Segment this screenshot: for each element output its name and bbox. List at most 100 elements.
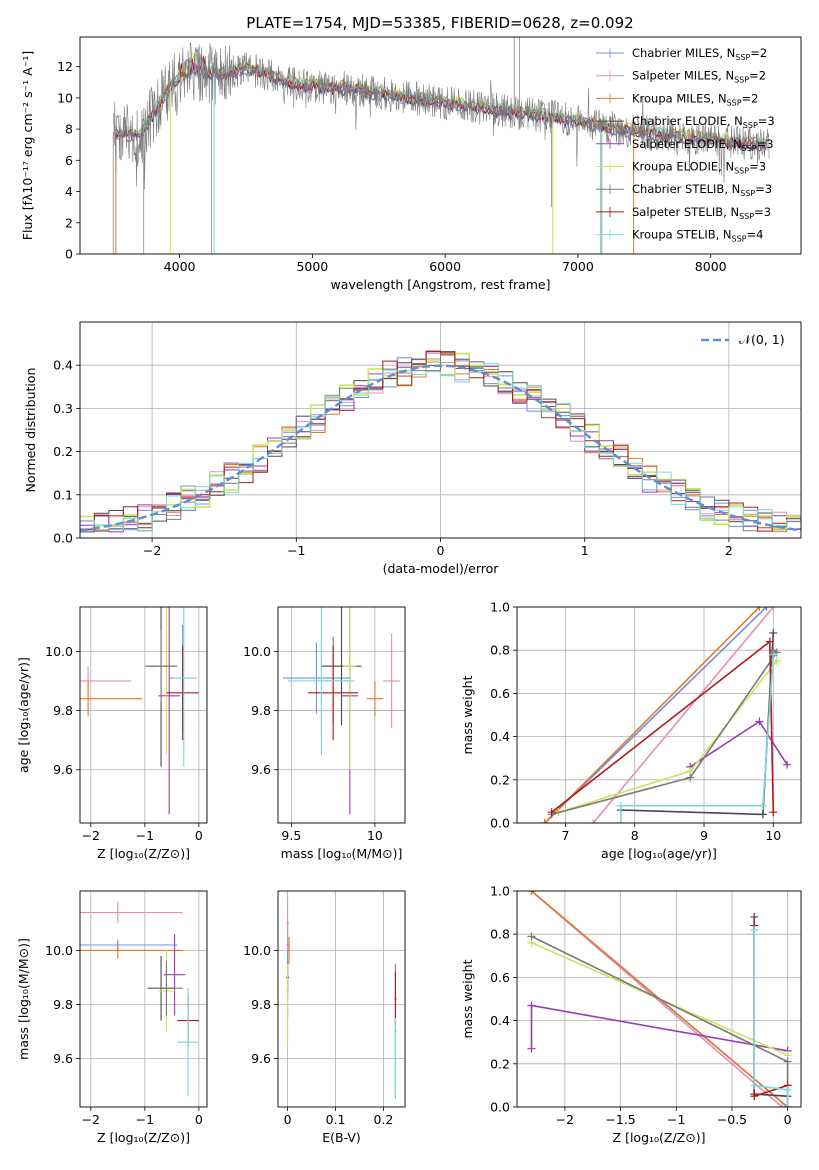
weight-line: [544, 607, 760, 823]
legend-entry: 𝒩(0, 1): [739, 332, 785, 347]
x-axis-label: Z [log₁₀(Z/Z⊙)]: [97, 846, 190, 861]
histogram-step: [80, 362, 801, 532]
y-axis-label: mass [log₁₀(M/M⊙)]: [16, 938, 31, 1060]
x-tick-label: 1: [581, 543, 589, 558]
weight-marker: [547, 808, 556, 817]
y-tick-label: 10: [57, 90, 73, 105]
weight-marker: [750, 1081, 759, 1090]
x-axis-label: mass [log₁₀(M/M⊙)]: [281, 846, 403, 861]
observed-spectrum: [112, 42, 770, 190]
axes-frame: [79, 890, 208, 1108]
weight-marker: [755, 607, 764, 611]
y-tick-label: 0.3: [53, 401, 73, 416]
x-tick-label: −2: [82, 828, 100, 843]
weight-marker: [750, 1092, 759, 1101]
x-axis-label: Z [log₁₀(Z/Z⊙)]: [613, 1130, 706, 1145]
x-tick-label: 0: [784, 1112, 792, 1127]
x-tick-label: 4000: [164, 259, 196, 274]
axes-frame: [277, 606, 406, 824]
x-axis-label: wavelength [Angstrom, rest frame]: [330, 277, 550, 292]
y-tick-label: 10.0: [45, 943, 73, 958]
weight-marker: [527, 1044, 536, 1053]
y-tick-label: 9.6: [53, 762, 73, 777]
weight-marker: [783, 1103, 792, 1107]
panel-mass_vs_ebv: 0 0.1 0.2 9.6 9.8 10.0 E(B-V): [243, 890, 406, 1145]
histogram-step: [80, 350, 801, 532]
x-tick-label: −1: [136, 828, 154, 843]
x-tick-label: 5000: [296, 259, 328, 274]
legend-entry: Kroupa MILES, NSSP=2: [632, 91, 758, 107]
y-tick-label: 9.8: [53, 997, 73, 1012]
y-tick-label: 10.0: [243, 644, 271, 659]
legend-entry: Kroupa STELIB, NSSP=4: [632, 228, 763, 244]
weight-marker: [778, 1103, 787, 1107]
y-tick-label: 0.0: [490, 1100, 510, 1115]
legend-entry: Chabrier STELIB, NSSP=3: [632, 182, 772, 198]
x-tick-label: −2: [82, 1112, 100, 1127]
weight-marker: [616, 819, 625, 823]
y-tick-label: 0.4: [53, 358, 73, 373]
weight-marker: [527, 1001, 536, 1010]
histogram-step: [80, 353, 801, 533]
y-tick-label: 0.4: [490, 1013, 510, 1028]
axes-frame: [516, 606, 802, 824]
panel-age_vs_mass: 9.5 10 9.6 9.8 10.0 mass [log₁₀(M/M⊙)]: [243, 606, 406, 861]
y-tick-label: 4: [65, 184, 73, 199]
weight-line: [620, 654, 775, 823]
x-tick-label: 7000: [562, 259, 594, 274]
plot-area: [540, 607, 792, 823]
weight-marker: [783, 1057, 792, 1066]
weight-line: [753, 929, 789, 1107]
weight-marker: [769, 808, 778, 817]
weight-marker: [616, 801, 625, 810]
x-tick-label: 10: [765, 828, 781, 843]
y-tick-label: 0.8: [490, 643, 510, 658]
axes-frame: [277, 890, 406, 1108]
weight-marker: [769, 607, 778, 611]
x-tick-label: 0.2: [373, 1112, 393, 1127]
plot-area: [527, 891, 792, 1107]
figure-title: PLATE=1754, MJD=53385, FIBERID=0628, z=0…: [246, 14, 633, 32]
x-tick-label: −1: [287, 543, 305, 558]
plot-area: [80, 350, 801, 533]
weight-marker: [686, 773, 695, 782]
y-axis-label: mass weight: [460, 959, 475, 1038]
x-tick-label: 0: [284, 1112, 292, 1127]
plot-area: [286, 896, 397, 1099]
y-tick-label: 0.2: [490, 772, 510, 787]
x-tick-label: 0: [195, 1112, 203, 1127]
y-tick-label: 0.4: [490, 729, 510, 744]
x-tick-label: −1.5: [605, 1112, 635, 1127]
y-tick-label: 0.8: [490, 927, 510, 942]
x-tick-label: 9: [700, 828, 708, 843]
y-tick-label: 0.2: [490, 1056, 510, 1071]
y-axis-label: mass weight: [460, 675, 475, 754]
y-tick-label: 0.6: [490, 686, 510, 701]
legend-entry: Salpeter MILES, NSSP=2: [632, 69, 766, 85]
x-tick-label: 9.5: [281, 828, 301, 843]
x-tick-label: −2: [143, 543, 161, 558]
panel-spectrum: 4000 5000 6000 7000 8000 0 2 4 6 8 10 12 wavelength …: [20, 36, 802, 292]
panel-mass_vs_Z: −2 −1 0 9.6 9.8 10.0 Z [log₁₀(Z/Z⊙)] mass [log₁…: [16, 890, 208, 1145]
normal-curve: [80, 364, 801, 532]
y-tick-label: 9.6: [251, 1051, 271, 1066]
x-axis-label: age [log₁₀(age/yr)]: [601, 846, 717, 861]
weight-marker: [758, 801, 767, 810]
weight-marker: [772, 657, 781, 665]
x-tick-label: −0.5: [717, 1112, 747, 1127]
x-tick-label: 6000: [429, 259, 461, 274]
axes-frame: [79, 321, 802, 539]
x-tick-label: 0: [437, 543, 445, 558]
axes-frame: [79, 606, 208, 824]
weight-marker: [750, 912, 759, 921]
axes-frame: [516, 890, 802, 1108]
weight-marker: [755, 717, 764, 726]
weight-marker: [769, 628, 778, 637]
weight-marker: [527, 932, 536, 941]
panel-age_vs_Z: −2 −1 0 9.6 9.8 10.0 Z [log₁₀(Z/Z⊙)] age [log₁₀…: [16, 606, 208, 861]
weight-line: [551, 649, 778, 816]
y-axis-label: Normed distribution: [23, 368, 38, 493]
weight-marker: [527, 891, 536, 895]
y-tick-label: 10.0: [243, 943, 271, 958]
